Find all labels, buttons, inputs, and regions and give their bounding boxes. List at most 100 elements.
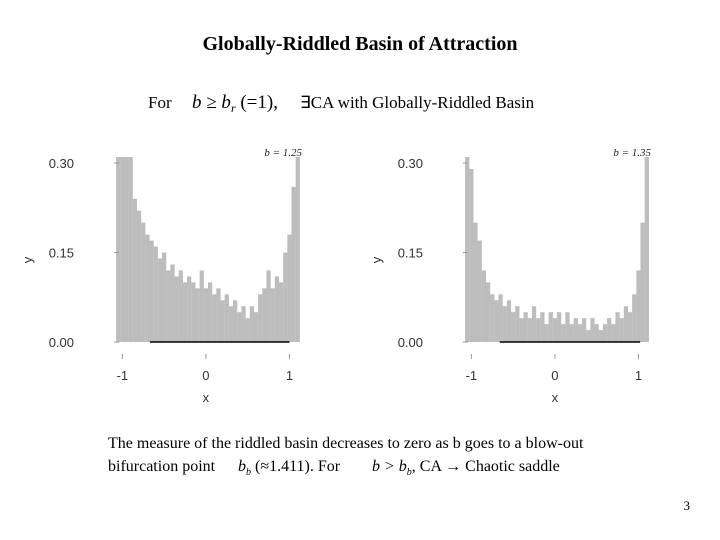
spike bbox=[182, 282, 188, 343]
spike bbox=[199, 270, 204, 343]
spike bbox=[124, 157, 129, 343]
spike bbox=[540, 312, 545, 343]
spike bbox=[602, 324, 608, 343]
spike bbox=[249, 306, 254, 343]
spike bbox=[174, 276, 179, 343]
spike bbox=[586, 330, 591, 343]
x-tick-label: -1 bbox=[466, 368, 478, 383]
spike bbox=[523, 312, 528, 343]
y-tick-label: 0.30 bbox=[49, 156, 74, 171]
spike bbox=[481, 270, 487, 343]
spike bbox=[644, 157, 649, 343]
caption-text: . For bbox=[310, 458, 341, 475]
chart: 0.00 0.15 0.30 -1 0 1 x y b = 1.35 bbox=[369, 147, 651, 405]
spike bbox=[632, 294, 637, 343]
spike bbox=[258, 294, 263, 343]
spike bbox=[132, 198, 138, 343]
spike bbox=[220, 300, 225, 343]
spike bbox=[287, 234, 292, 343]
spike bbox=[573, 318, 578, 343]
spike bbox=[266, 270, 271, 343]
spike bbox=[153, 246, 158, 343]
spike bbox=[519, 318, 524, 343]
spike bbox=[506, 300, 512, 343]
spike bbox=[636, 270, 641, 343]
spike bbox=[498, 294, 503, 343]
spike bbox=[195, 288, 200, 343]
spike bbox=[162, 252, 167, 343]
spike bbox=[477, 240, 482, 343]
spike bbox=[569, 324, 574, 343]
headline-lead: For bbox=[148, 93, 172, 112]
caption-text: , CA → Chaotic saddle bbox=[412, 458, 560, 475]
caption-line1: The measure of the riddled basin decreas… bbox=[108, 435, 584, 452]
headline-condition-sub: r bbox=[231, 101, 236, 115]
spike bbox=[502, 306, 507, 343]
spike bbox=[615, 312, 620, 343]
spike bbox=[640, 222, 645, 343]
spike bbox=[465, 157, 470, 343]
spike bbox=[295, 157, 300, 343]
spike bbox=[207, 282, 213, 343]
y-tick-label: 0.15 bbox=[49, 246, 74, 261]
spike bbox=[237, 312, 242, 343]
spike bbox=[149, 240, 154, 343]
caption-symbol: b bbox=[238, 458, 246, 475]
spike bbox=[598, 330, 603, 343]
spike bbox=[544, 324, 549, 343]
spike bbox=[485, 282, 491, 343]
y-tick-label: 0.30 bbox=[398, 156, 423, 171]
x-tick-label: 1 bbox=[635, 368, 642, 383]
spike bbox=[245, 318, 250, 343]
chart: 0.00 0.15 0.30 -1 0 1 x y b = 1.25 bbox=[20, 147, 302, 405]
spike bbox=[212, 294, 217, 343]
spike bbox=[120, 157, 125, 343]
spike bbox=[166, 270, 171, 343]
headline-condition: b ≥ b bbox=[192, 92, 231, 113]
spike bbox=[494, 300, 499, 343]
x-axis-label: x bbox=[552, 390, 559, 405]
caption-text: bifurcation point bbox=[108, 458, 216, 475]
spike bbox=[552, 318, 558, 343]
x-tick-label: 1 bbox=[286, 368, 293, 383]
caption-symbol-sub: b bbox=[246, 467, 251, 478]
spike bbox=[490, 294, 495, 343]
spike bbox=[145, 234, 150, 343]
spike bbox=[619, 318, 624, 343]
spike bbox=[556, 312, 562, 343]
spike bbox=[291, 186, 296, 343]
spike bbox=[278, 282, 284, 343]
y-tick-label: 0.15 bbox=[398, 246, 423, 261]
y-tick-label: 0.00 bbox=[49, 335, 74, 350]
spike bbox=[473, 222, 478, 343]
spike bbox=[203, 288, 209, 343]
caption-line2: bifurcation point bb (≈1.411). For b > b… bbox=[108, 458, 560, 478]
spike bbox=[262, 288, 267, 343]
caption-symbol-sub: b bbox=[407, 467, 412, 478]
caption-value: (≈1.411) bbox=[251, 458, 310, 475]
spike bbox=[623, 306, 629, 343]
x-tick-label: 0 bbox=[551, 368, 558, 383]
spike bbox=[511, 312, 516, 343]
spike bbox=[116, 157, 121, 343]
y-tick-label: 0.00 bbox=[398, 335, 423, 350]
spike bbox=[170, 264, 175, 343]
y-axis-label: y bbox=[369, 256, 384, 263]
spike bbox=[141, 222, 146, 343]
spike bbox=[582, 318, 587, 343]
spike bbox=[536, 318, 541, 343]
spike bbox=[241, 306, 246, 343]
spike bbox=[590, 318, 595, 343]
annotation: b = 1.25 bbox=[264, 147, 302, 159]
spike bbox=[577, 324, 583, 343]
spike bbox=[128, 157, 133, 343]
spike bbox=[216, 288, 221, 343]
page-number: 3 bbox=[684, 498, 691, 513]
x-tick-label: -1 bbox=[117, 368, 129, 383]
spike bbox=[469, 168, 474, 343]
spike bbox=[565, 312, 570, 343]
spike bbox=[136, 210, 142, 343]
spike bbox=[527, 318, 532, 343]
annotation: b = 1.35 bbox=[613, 147, 651, 159]
